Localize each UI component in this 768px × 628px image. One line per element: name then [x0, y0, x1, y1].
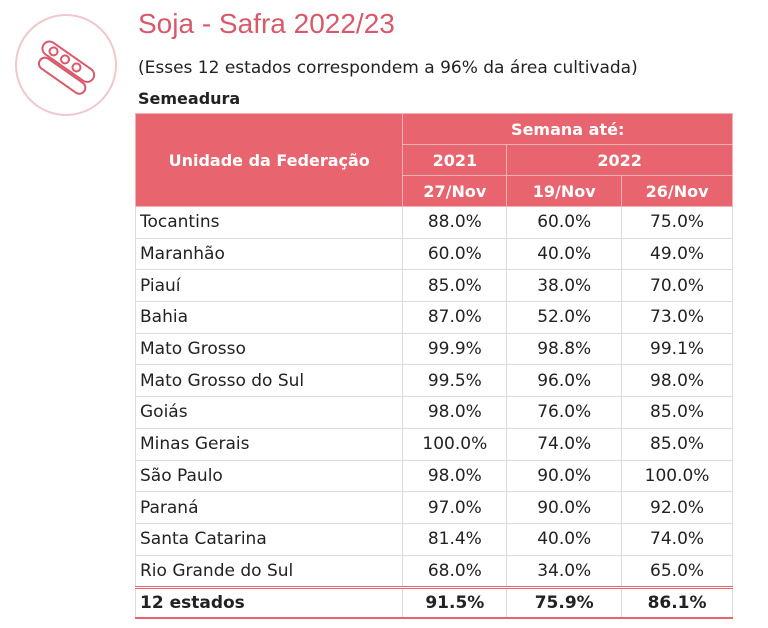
state-cell: Rio Grande do Sul [134, 554, 404, 589]
value-cell: 90.0% [506, 459, 623, 493]
title: Soja - Safra 2022/23 [138, 8, 395, 39]
table-body: Tocantins 88.0% 60.0% 75.0% Maranhão 60.0% 40.… [134, 206, 733, 620]
state-cell: Minas Gerais [134, 427, 404, 461]
value-cell: 98.0% [402, 459, 508, 493]
table-row: Paraná 97.0% 90.0% 92.0% [134, 491, 733, 524]
value-cell: 86.1% [621, 586, 733, 620]
value-cell: 40.0% [506, 522, 623, 556]
table-row: Minas Gerais 100.0% 74.0% 85.0% [134, 427, 733, 461]
soy-icon [15, 14, 117, 116]
value-cell: 38.0% [506, 269, 623, 303]
state-cell: Maranhão [134, 237, 404, 271]
value-cell: 73.0% [621, 301, 733, 334]
header-year: 2022 [506, 144, 733, 176]
value-cell: 49.0% [621, 237, 733, 271]
header-date: 27/Nov [402, 175, 508, 207]
header-unit: Unidade da Federação [134, 113, 404, 207]
state-cell: Piauí [134, 269, 404, 303]
state-cell: Paraná [134, 491, 404, 524]
header-week: Semana até: [402, 113, 733, 145]
table-row: Rio Grande do Sul 68.0% 34.0% 65.0% [134, 554, 733, 589]
total-row: 12 estados 91.5% 75.9% 86.1% [134, 586, 733, 620]
value-cell: 75.9% [506, 586, 623, 620]
table-row: Mato Grosso do Sul 99.5% 96.0% 98.0% [134, 364, 733, 398]
value-cell: 99.9% [402, 332, 508, 366]
value-cell: 52.0% [506, 301, 623, 334]
table-row: Piauí 85.0% 38.0% 70.0% [134, 269, 733, 303]
value-cell: 76.0% [506, 396, 623, 429]
value-cell: 85.0% [621, 427, 733, 461]
data-table: Unidade da Federação Semana até: 2021 20… [134, 113, 733, 620]
value-cell: 92.0% [621, 491, 733, 524]
value-cell: 99.5% [402, 364, 508, 398]
value-cell: 70.0% [621, 269, 733, 303]
value-cell: 68.0% [402, 554, 508, 589]
value-cell: 96.0% [506, 364, 623, 398]
state-cell: Bahia [134, 301, 404, 334]
value-cell: 34.0% [506, 554, 623, 589]
state-cell: Mato Grosso [134, 332, 404, 366]
value-cell: 97.0% [402, 491, 508, 524]
table-row: Santa Catarina 81.4% 40.0% 74.0% [134, 522, 733, 556]
value-cell: 85.0% [621, 396, 733, 429]
state-cell: São Paulo [134, 459, 404, 493]
value-cell: 88.0% [402, 206, 508, 239]
table-row: São Paulo 98.0% 90.0% 100.0% [134, 459, 733, 493]
value-cell: 87.0% [402, 301, 508, 334]
value-cell: 98.0% [402, 396, 508, 429]
header-date: 26/Nov [621, 175, 733, 207]
value-cell: 100.0% [621, 459, 733, 493]
value-cell: 40.0% [506, 237, 623, 271]
value-cell: 90.0% [506, 491, 623, 524]
table-row: Maranhão 60.0% 40.0% 49.0% [134, 237, 733, 271]
header-year: 2021 [402, 144, 508, 176]
state-cell: Santa Catarina [134, 522, 404, 556]
value-cell: 98.0% [621, 364, 733, 398]
header-date: 19/Nov [506, 175, 623, 207]
table-row: Mato Grosso 99.9% 98.8% 99.1% [134, 332, 733, 366]
value-cell: 60.0% [506, 206, 623, 239]
value-cell: 74.0% [621, 522, 733, 556]
value-cell: 65.0% [621, 554, 733, 589]
table-row: Goiás 98.0% 76.0% 85.0% [134, 396, 733, 429]
value-cell: 98.8% [506, 332, 623, 366]
state-cell: 12 estados [134, 586, 404, 620]
state-cell: Mato Grosso do Sul [134, 364, 404, 398]
section-label: Semeadura [138, 89, 241, 108]
state-cell: Tocantins [134, 206, 404, 239]
value-cell: 91.5% [402, 586, 508, 620]
subtitle: (Esses 12 estados correspondem a 96% da … [138, 58, 638, 78]
value-cell: 99.1% [621, 332, 733, 366]
table-row: Bahia 87.0% 52.0% 73.0% [134, 301, 733, 334]
state-cell: Goiás [134, 396, 404, 429]
value-cell: 100.0% [402, 427, 508, 461]
value-cell: 75.0% [621, 206, 733, 239]
value-cell: 60.0% [402, 237, 508, 271]
value-cell: 85.0% [402, 269, 508, 303]
table-row: Tocantins 88.0% 60.0% 75.0% [134, 206, 733, 239]
value-cell: 81.4% [402, 522, 508, 556]
value-cell: 74.0% [506, 427, 623, 461]
